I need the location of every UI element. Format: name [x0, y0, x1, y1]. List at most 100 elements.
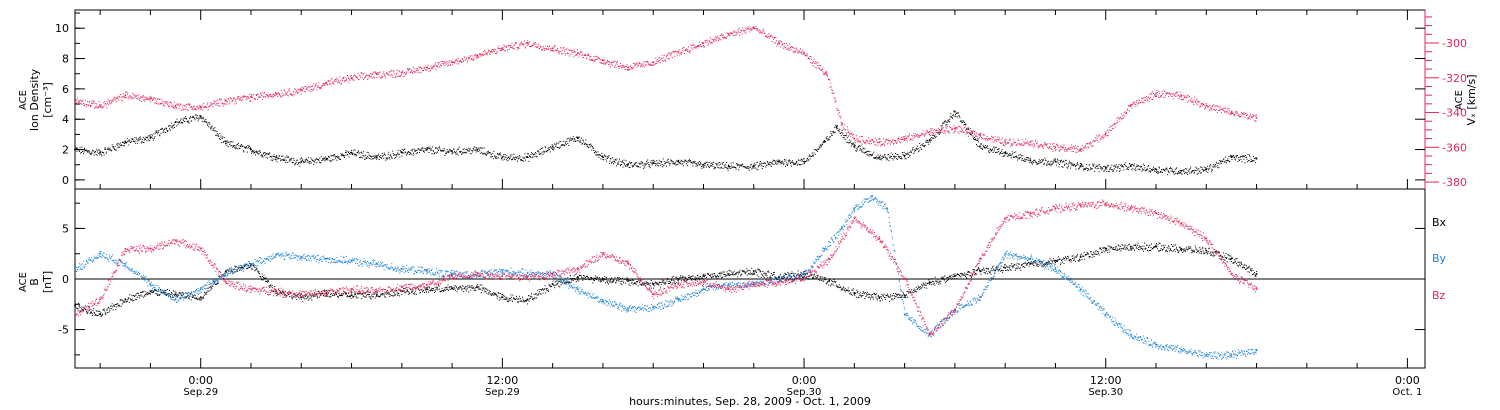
data-point	[334, 79, 336, 81]
data-point	[122, 141, 124, 143]
data-point	[242, 145, 244, 147]
data-point	[275, 91, 277, 93]
data-point	[84, 104, 86, 106]
data-point	[147, 136, 149, 138]
data-point	[505, 46, 507, 48]
data-point	[925, 139, 927, 141]
data-point	[334, 155, 336, 157]
data-point	[350, 76, 353, 79]
data-point	[234, 145, 236, 147]
data-point	[223, 136, 225, 138]
data-point	[649, 167, 651, 169]
data-point	[1104, 165, 1106, 167]
data-point	[788, 43, 790, 45]
data-point	[861, 136, 863, 138]
data-point	[643, 163, 645, 165]
data-point	[853, 144, 855, 146]
data-point	[921, 133, 923, 135]
data-point	[87, 151, 89, 153]
data-point	[833, 92, 835, 94]
data-point	[798, 52, 800, 54]
data-point	[1047, 160, 1049, 162]
data-point	[587, 55, 589, 57]
data-point	[88, 150, 90, 152]
data-point	[846, 141, 848, 143]
data-point	[1192, 101, 1194, 103]
data-point	[423, 67, 425, 69]
data-point	[1100, 166, 1102, 168]
data-point	[721, 166, 723, 168]
data-point	[1008, 155, 1010, 157]
data-point	[828, 139, 830, 141]
data-point	[954, 110, 956, 113]
data-point	[525, 42, 527, 44]
data-point	[308, 90, 310, 92]
data-point	[987, 138, 989, 140]
data-point	[131, 97, 133, 99]
data-point	[507, 156, 509, 158]
data-point	[809, 58, 811, 60]
data-point	[218, 137, 220, 139]
data-point	[281, 159, 283, 161]
data-point	[495, 49, 497, 51]
data-point	[629, 66, 631, 68]
data-point	[128, 96, 130, 98]
data-point	[120, 93, 122, 95]
data-point	[235, 147, 237, 149]
data-point	[378, 76, 380, 78]
data-point	[725, 32, 727, 34]
data-point	[387, 157, 389, 159]
data-point	[739, 34, 741, 36]
data-point	[567, 142, 569, 144]
data-point	[558, 141, 560, 143]
data-point	[1240, 113, 1242, 115]
data-point	[516, 49, 518, 51]
data-point	[175, 121, 177, 123]
data-point	[789, 48, 791, 50]
data-point	[700, 163, 702, 165]
data-point	[156, 130, 158, 132]
data-point	[623, 162, 625, 164]
data-point	[580, 141, 582, 143]
data-point	[498, 48, 500, 50]
data-point	[639, 62, 641, 64]
data-point	[1170, 167, 1172, 169]
data-point	[536, 156, 538, 158]
data-point	[1080, 150, 1082, 152]
data-point	[1171, 169, 1173, 171]
data-point	[589, 143, 591, 145]
data-point	[772, 160, 774, 162]
data-point	[749, 31, 751, 33]
data-point	[1187, 174, 1189, 176]
data-point	[825, 72, 827, 74]
data-point	[77, 97, 79, 99]
data-point	[679, 163, 681, 165]
data-point	[213, 130, 215, 132]
data-point	[451, 62, 453, 64]
data-point	[1145, 170, 1147, 172]
data-point	[966, 130, 968, 132]
data-point	[946, 125, 948, 127]
data-point	[478, 148, 480, 150]
data-point	[231, 145, 233, 147]
data-point	[443, 62, 445, 64]
data-point	[989, 152, 991, 154]
data-point	[656, 160, 658, 162]
data-point	[1153, 170, 1155, 172]
data-point	[905, 135, 907, 137]
data-point	[968, 132, 970, 134]
data-point	[964, 126, 966, 128]
data-point	[917, 148, 919, 150]
data-point	[196, 117, 198, 119]
data-point	[814, 149, 816, 151]
data-point	[745, 166, 747, 168]
data-point	[443, 147, 445, 149]
data-point	[600, 158, 602, 160]
data-point	[98, 149, 100, 151]
data-point	[743, 30, 745, 32]
data-point	[714, 38, 716, 40]
data-point	[279, 155, 281, 157]
data-point	[412, 152, 414, 154]
data-point	[135, 95, 137, 97]
